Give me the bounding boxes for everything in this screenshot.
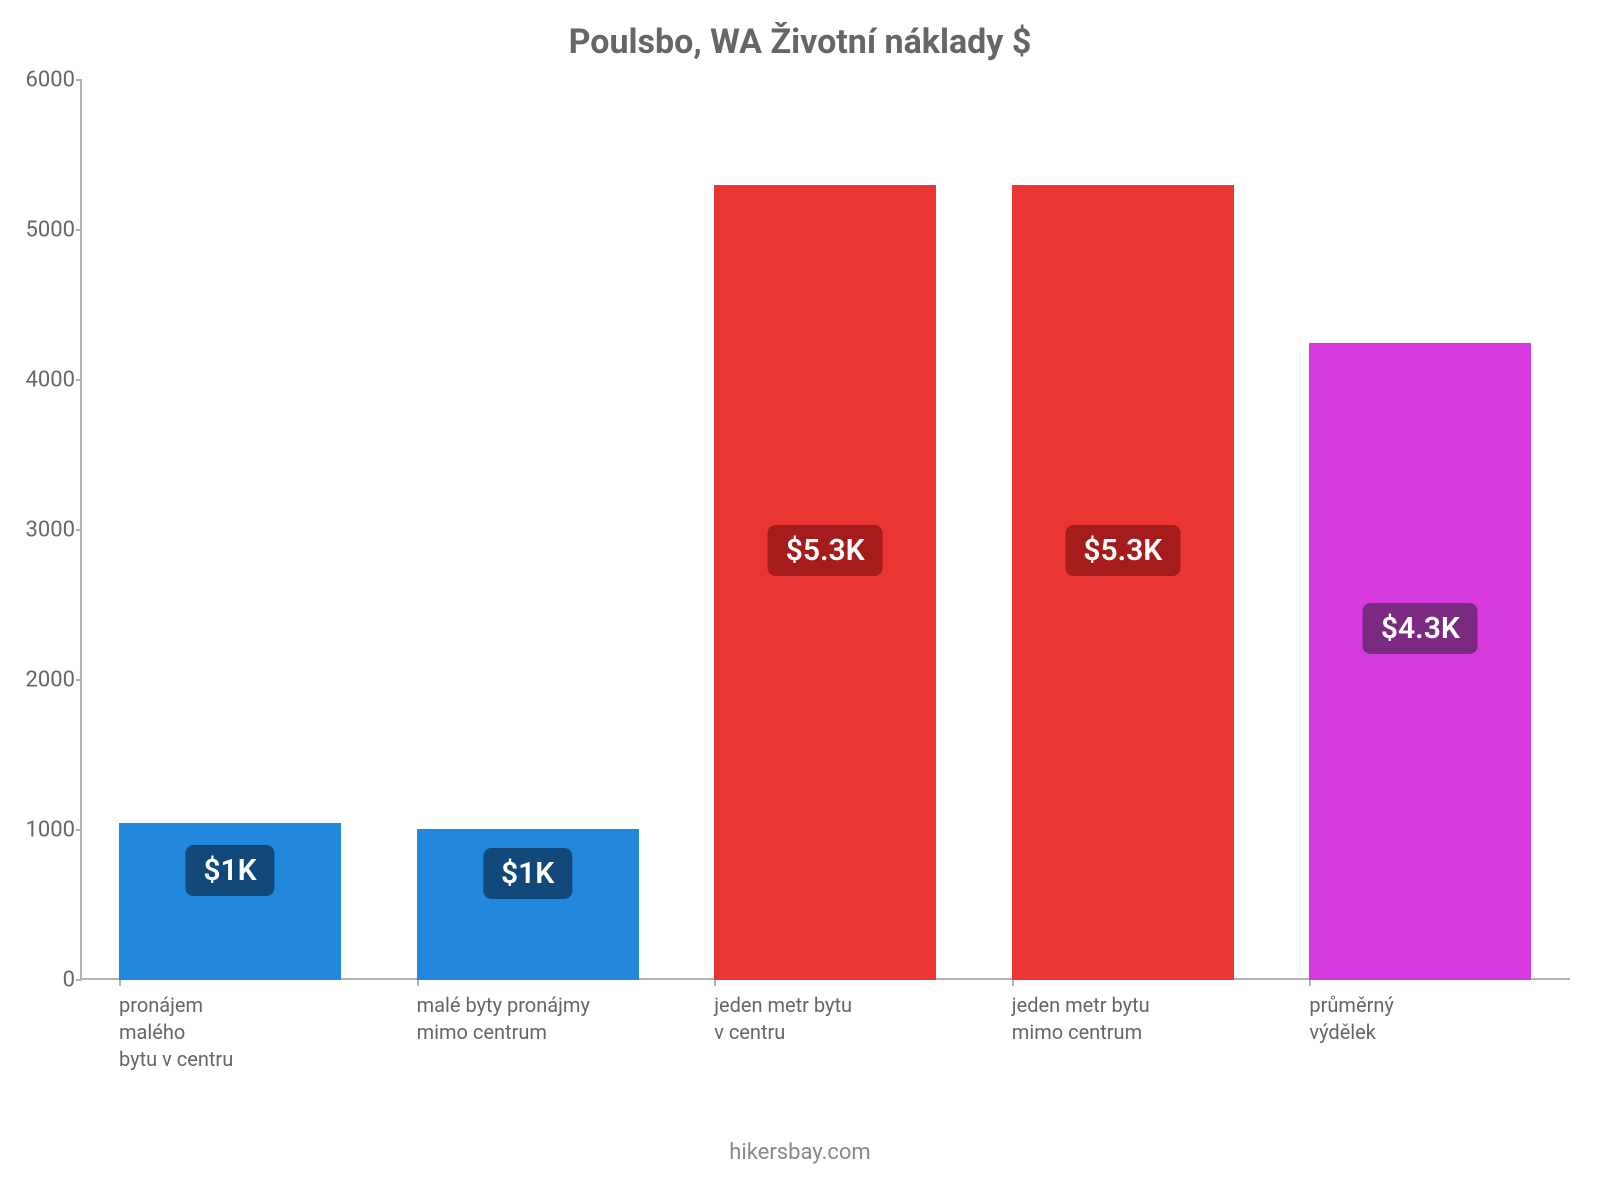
x-tick-mark <box>1309 980 1311 986</box>
bar-value-badge: $4.3K <box>1363 603 1478 654</box>
bar-value-badge: $1K <box>483 848 572 899</box>
y-tick-label: 4000 <box>10 368 75 393</box>
chart-title: Poulsbo, WA Životní náklady $ <box>0 22 1600 62</box>
x-tick-mark <box>119 980 121 986</box>
bar-value-badge: $1K <box>185 845 274 896</box>
bar-sqm-center: $5.3K <box>714 185 936 980</box>
bar-value-badge: $5.3K <box>1065 525 1180 576</box>
x-tick-mark <box>1012 980 1014 986</box>
x-label: průměrný výdělek <box>1309 992 1393 1046</box>
y-tick-label: 2000 <box>10 668 75 693</box>
attribution-text: hikersbay.com <box>0 1140 1600 1165</box>
bar-avg-salary: $4.3K <box>1309 343 1531 981</box>
y-tick-label: 5000 <box>10 218 75 243</box>
bar-rent-small-center: $1K <box>119 823 341 981</box>
bar-value-badge: $5.3K <box>768 525 883 576</box>
bars-layer: $1K $1K $5.3K $5.3K $4.3K <box>82 80 1570 980</box>
x-tick-mark <box>714 980 716 986</box>
bar-sqm-outside: $5.3K <box>1012 185 1234 980</box>
x-label: malé byty pronájmy mimo centrum <box>417 992 590 1046</box>
x-label: jeden metr bytu mimo centrum <box>1012 992 1150 1046</box>
x-label: pronájem malého bytu v centru <box>119 992 233 1073</box>
y-tick-label: 1000 <box>10 818 75 843</box>
y-tick-label: 0 <box>10 968 75 993</box>
bar-rent-small-outside: $1K <box>417 829 639 981</box>
y-tick-label: 6000 <box>10 68 75 93</box>
cost-of-living-bar-chart: Poulsbo, WA Životní náklady $ 0 1000 200… <box>0 0 1600 1200</box>
x-tick-mark <box>417 980 419 986</box>
y-tick-label: 3000 <box>10 518 75 543</box>
x-label: jeden metr bytu v centru <box>714 992 852 1046</box>
